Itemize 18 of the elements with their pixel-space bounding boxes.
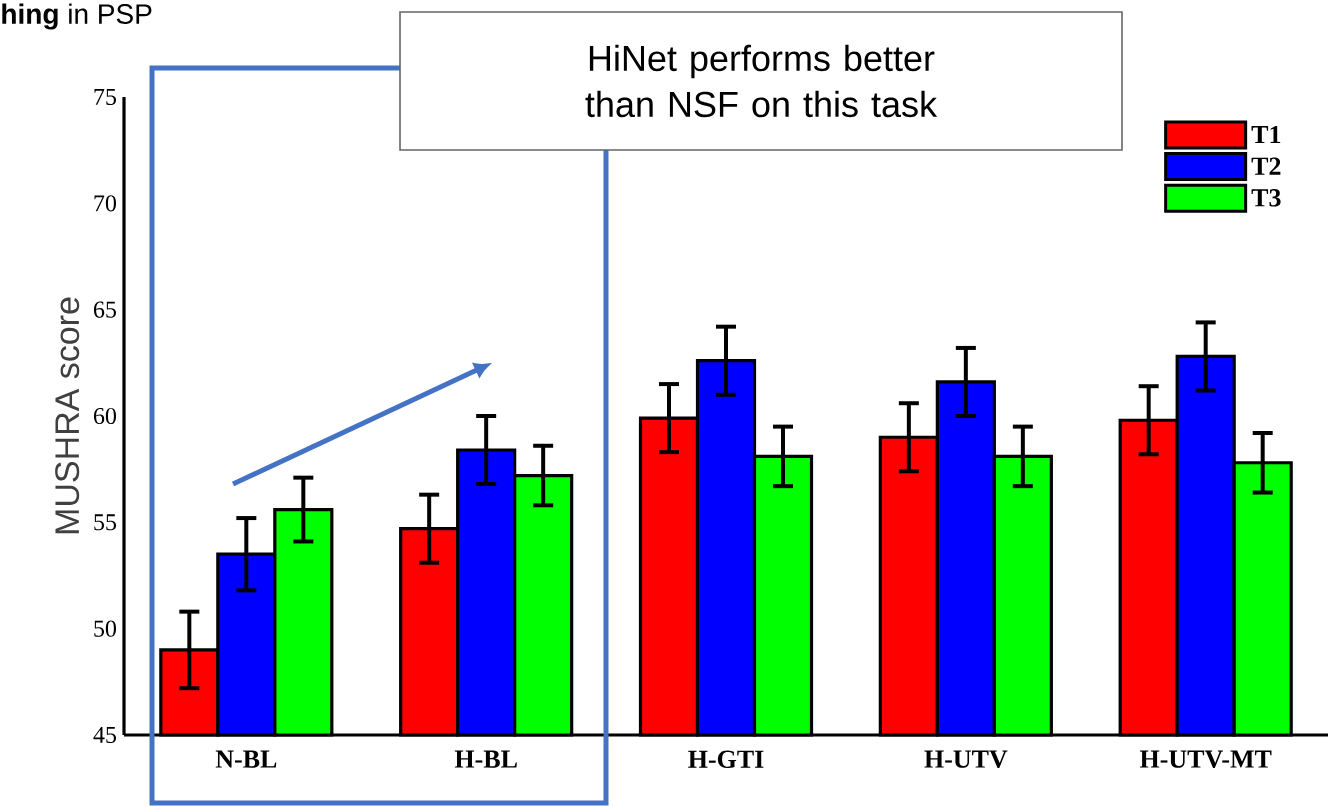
legend-label: T2: [1251, 157, 1281, 175]
annotation: HiNet performs better than NSF on this task: [585, 44, 938, 118]
legend-label: T1: [1251, 125, 1281, 144]
y-tick-label: 60: [93, 407, 117, 425]
x-tick-label: H-GTI: [688, 750, 764, 769]
x-tick-label: H-UTV: [924, 750, 1008, 769]
text: hing in PSP: [2, 3, 152, 30]
y-tick-label: 70: [94, 195, 117, 212]
x-tick-label: N-BL: [215, 750, 277, 768]
x-tick-label: H-BL: [454, 750, 517, 768]
y-tick-label: 65: [93, 301, 117, 318]
x-tick-label: H-UTV-MT: [1139, 750, 1272, 769]
y-tick-label: 55: [94, 514, 117, 531]
legend-label: T3: [1251, 189, 1281, 207]
y-tick-label: 50: [94, 620, 117, 637]
y-tick-label: 45: [93, 726, 117, 743]
y-tick-label: 75: [94, 89, 117, 105]
y-axis-title: MUSHRA score: [55, 297, 80, 534]
